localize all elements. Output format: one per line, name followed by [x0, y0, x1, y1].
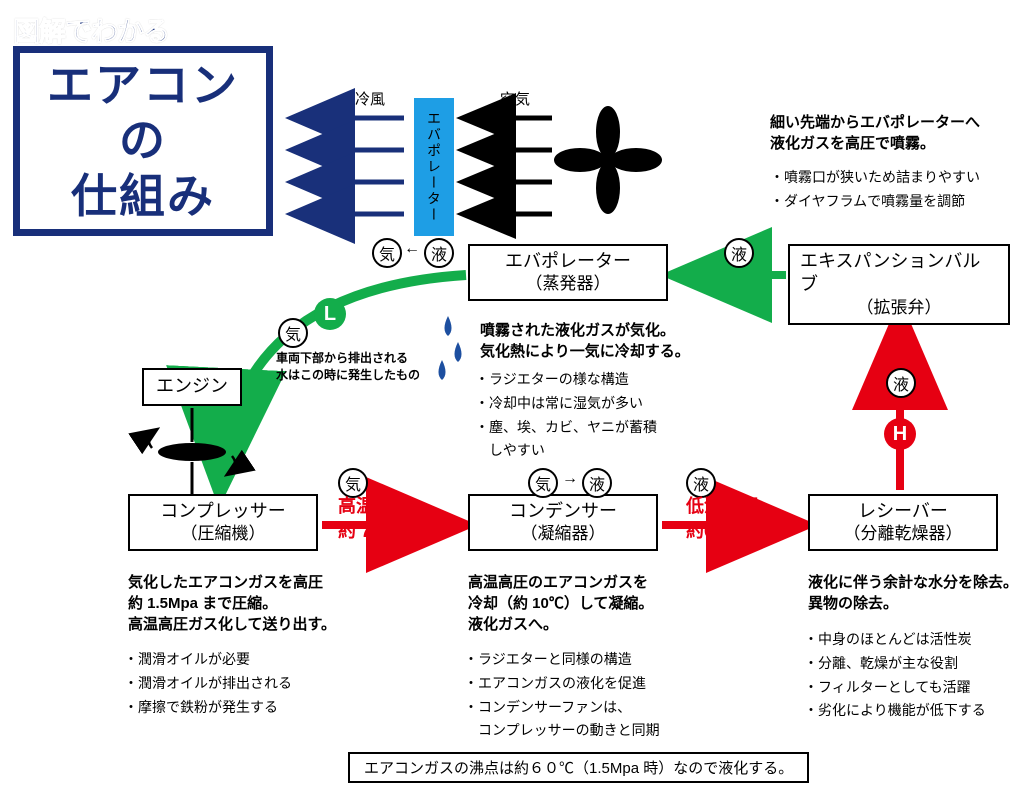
footnote: エアコンガスの沸点は約６０℃（1.5Mpa 時）なので液化する。: [348, 752, 809, 783]
state-liq-1: 液: [424, 238, 454, 268]
compressor-sub: （圧縮機）: [181, 523, 266, 545]
evaporator-name: エバポレーター: [505, 250, 631, 273]
trans-cr-l1: 低温高圧: [686, 494, 758, 519]
label-air: 空気: [500, 88, 530, 109]
evap-li-0: ラジエターの様な構造: [475, 368, 657, 392]
evaporator-sub: （蒸発器）: [526, 273, 611, 295]
state-gas-4: 気: [528, 468, 558, 498]
trans-cond-recv: 低温高圧 約60℃: [686, 494, 758, 544]
compressor-name: コンプレッサー: [160, 500, 285, 523]
recv-li-2: フィルターとしても活躍: [804, 676, 986, 700]
evap-note-main: 噴霧された液化ガスが気化。 気化熱により一気に冷却する。: [480, 320, 690, 362]
expansion-li-1: ダイヤフラムで噴霧量を調節: [770, 190, 980, 214]
condenser-note-main: 高温高圧のエアコンガスを 冷却（約 10℃）して凝縮。 液化ガスへ。: [468, 572, 653, 635]
receiver-note-main: 液化に伴う余計な水分を除去。 異物の除去。: [808, 572, 1018, 614]
compressor-note-main: 気化したエアコンガスを高圧 約 1.5Mpa まで圧縮。 高温高圧ガス化して送り…: [128, 572, 336, 635]
water-note: 車両下部から排出される 水はこの時に発生したもの: [276, 350, 420, 385]
badge-L: L: [314, 298, 346, 330]
comp-li-1: 潤滑オイルが排出される: [124, 672, 292, 696]
evap-li-1: 冷却中は常に湿気が多い: [475, 392, 657, 416]
engine-label: エンジン: [156, 375, 228, 398]
expansion-li-0: 噴霧口が狭いため詰まりやすい: [770, 166, 980, 190]
evap-li-2: 塵、埃、カビ、ヤニが蓄積 しやすい: [475, 416, 657, 464]
compressor-note-list: 潤滑オイルが必要 潤滑オイルが排出される 摩擦で鉄粉が発生する: [124, 648, 292, 719]
recv-li-1: 分離、乾燥が主な役割: [804, 652, 986, 676]
comp-li-2: 摩擦で鉄粉が発生する: [124, 696, 292, 720]
badge-H: H: [884, 418, 916, 450]
state-liq-4: 液: [582, 468, 612, 498]
expansion-name: エキスパンションバルブ: [800, 250, 998, 297]
cond-li-1: エアコンガスの液化を促進: [464, 672, 660, 696]
title-line-3: 仕組み: [71, 169, 215, 224]
expansion-note-list: 噴霧口が狭いため詰まりやすい ダイヤフラムで噴霧量を調節: [770, 166, 980, 214]
state-liq-3: 液: [886, 368, 916, 398]
title-box: エアコン の 仕組み: [13, 46, 273, 236]
trans-cc-l2: 約 70℃: [338, 519, 410, 544]
cond-li-0: ラジエターと同様の構造: [464, 648, 660, 672]
condenser-sub: （凝縮器）: [521, 523, 606, 545]
label-cold-wind: 冷風: [355, 88, 385, 109]
state-liq-2: 液: [724, 238, 754, 268]
title-line-2: の: [119, 113, 167, 168]
compressor-box: コンプレッサー （圧縮機）: [128, 494, 318, 551]
comp-li-0: 潤滑オイルが必要: [124, 648, 292, 672]
evap-note-list: ラジエターの様な構造 冷却中は常に湿気が多い 塵、埃、カビ、ヤニが蓄積 しやすい: [475, 368, 657, 463]
arrow-tiny-2: →: [562, 470, 578, 488]
trans-cr-l2: 約60℃: [686, 519, 758, 544]
state-gas-1: 気: [372, 238, 402, 268]
receiver-sub: （分離乾燥器）: [844, 523, 963, 545]
trans-cc-l1: 高温高圧: [338, 494, 410, 519]
state-gas-2: 気: [278, 318, 308, 348]
expansion-sub: （拡張弁）: [857, 297, 942, 319]
arrow-tiny-1: ←: [404, 240, 420, 258]
condenser-box: コンデンサー （凝縮器）: [468, 494, 658, 551]
engine-box: エンジン: [142, 368, 242, 406]
receiver-box: レシーバー （分離乾燥器）: [808, 494, 998, 551]
evaporator-bar-label: エバポレーター: [424, 111, 444, 223]
trans-comp-cond: 高温高圧 約 70℃: [338, 494, 410, 544]
title-line-1: エアコン: [47, 58, 239, 113]
recv-li-3: 劣化により機能が低下する: [804, 699, 986, 723]
header-tag: 図解でわかる: [13, 10, 169, 49]
receiver-note-list: 中身のほとんどは活性炭 分離、乾燥が主な役割 フィルターとしても活躍 劣化により…: [804, 628, 986, 723]
receiver-name: レシーバー: [858, 500, 948, 523]
expansion-note-main: 細い先端からエバポレーターへ 液化ガスを高圧で噴霧。: [770, 112, 980, 154]
evaporator-bar: エバポレーター: [414, 98, 454, 236]
recv-li-0: 中身のほとんどは活性炭: [804, 628, 986, 652]
cond-li-2: コンデンサーファンは、 コンプレッサーの動きと同期: [464, 696, 660, 744]
expansion-box: エキスパンションバルブ （拡張弁）: [788, 244, 1010, 325]
evaporator-box: エバポレーター （蒸発器）: [468, 244, 668, 301]
condenser-name: コンデンサー: [509, 500, 617, 523]
condenser-note-list: ラジエターと同様の構造 エアコンガスの液化を促進 コンデンサーファンは、 コンプ…: [464, 648, 660, 743]
